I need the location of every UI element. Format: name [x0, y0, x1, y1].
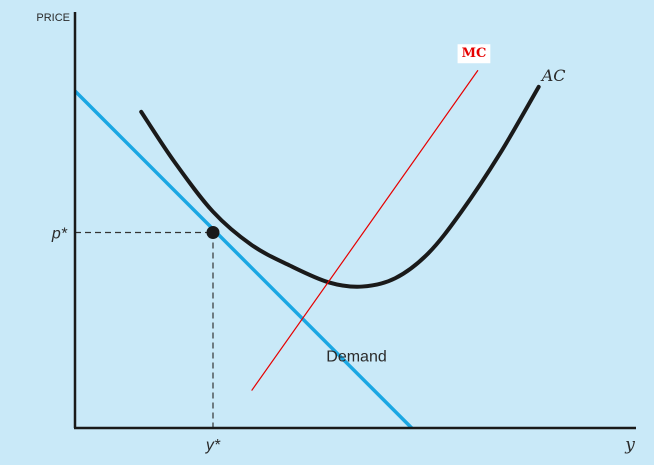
series-line-mc [251, 69, 479, 391]
series-line-demand [73, 89, 413, 430]
series-label-mc: MC [462, 46, 487, 61]
series-label-mc-box [457, 44, 491, 64]
y-star-label: y* [205, 437, 221, 454]
plot-area [73, 69, 541, 430]
equilibrium-point [206, 225, 220, 239]
x-axis-label: y [624, 435, 635, 455]
series-line-ac [139, 84, 541, 289]
p-star-label: p* [51, 225, 68, 242]
series-label-demand: Demand [326, 348, 386, 365]
series-label-ac: AC [540, 66, 566, 85]
y-axis-label: PRICE [36, 12, 70, 24]
